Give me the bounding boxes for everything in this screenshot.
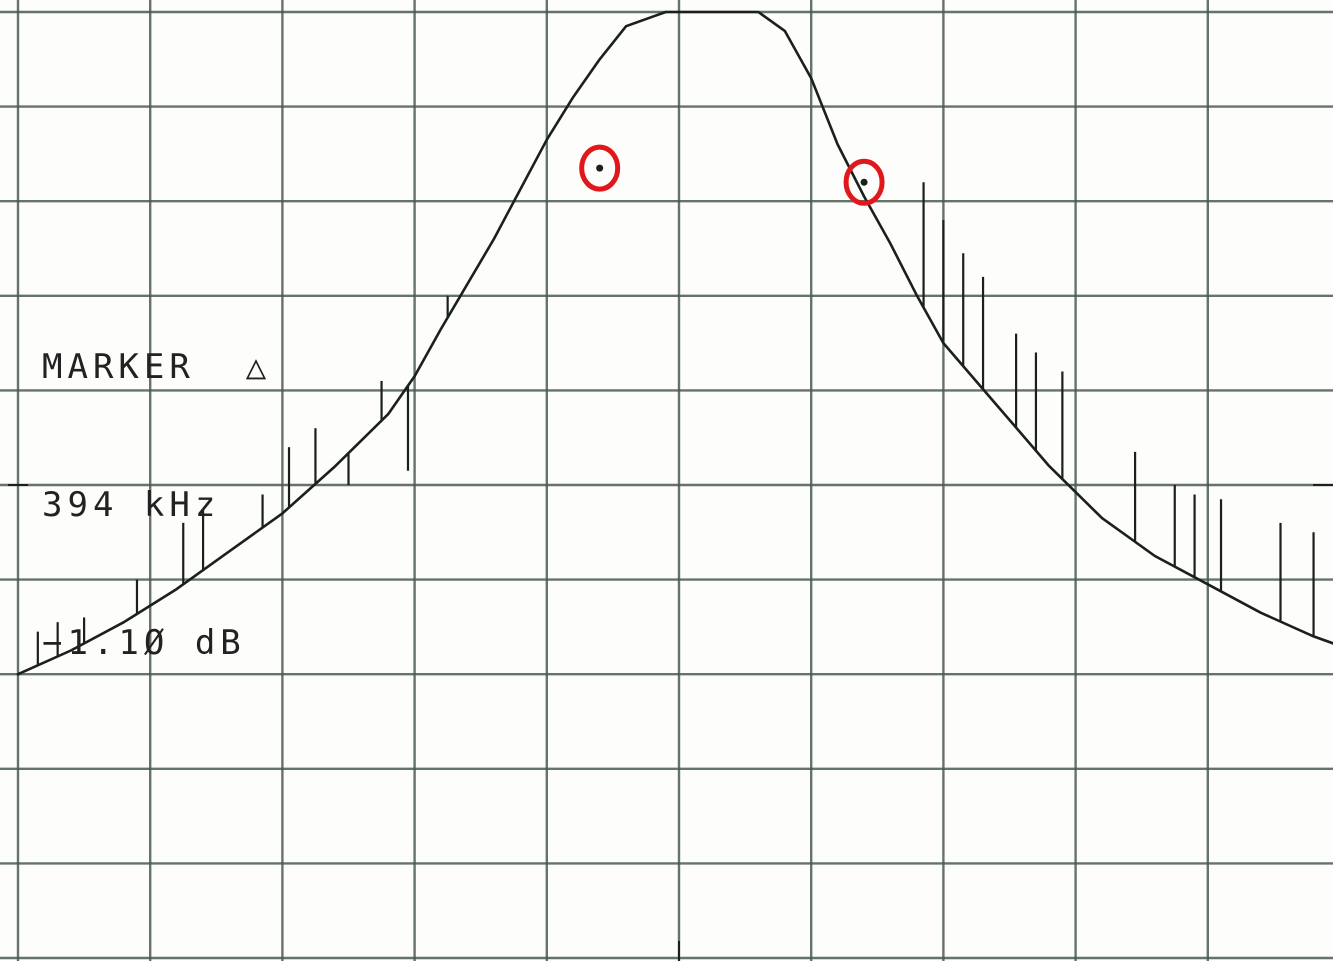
marker-highlight-circle bbox=[579, 144, 621, 192]
marker-highlight-circle bbox=[843, 158, 885, 206]
marker-frequency: 394 kHz bbox=[42, 485, 221, 525]
delta-icon: △ bbox=[245, 347, 272, 387]
marker-point bbox=[860, 178, 868, 186]
marker-readout: MARKER △ 394 kHz −1.1Ø dB bbox=[42, 252, 271, 712]
marker-level: −1.1Ø dB bbox=[42, 623, 246, 663]
marker-label: MARKER bbox=[42, 347, 195, 387]
marker-points bbox=[579, 144, 885, 206]
filter-response-trace bbox=[16, 10, 1333, 676]
marker-title-line: MARKER △ bbox=[42, 344, 271, 390]
spurious-signals bbox=[36, 182, 1315, 666]
marker-point bbox=[596, 164, 604, 172]
reference-ticks bbox=[8, 484, 1333, 961]
